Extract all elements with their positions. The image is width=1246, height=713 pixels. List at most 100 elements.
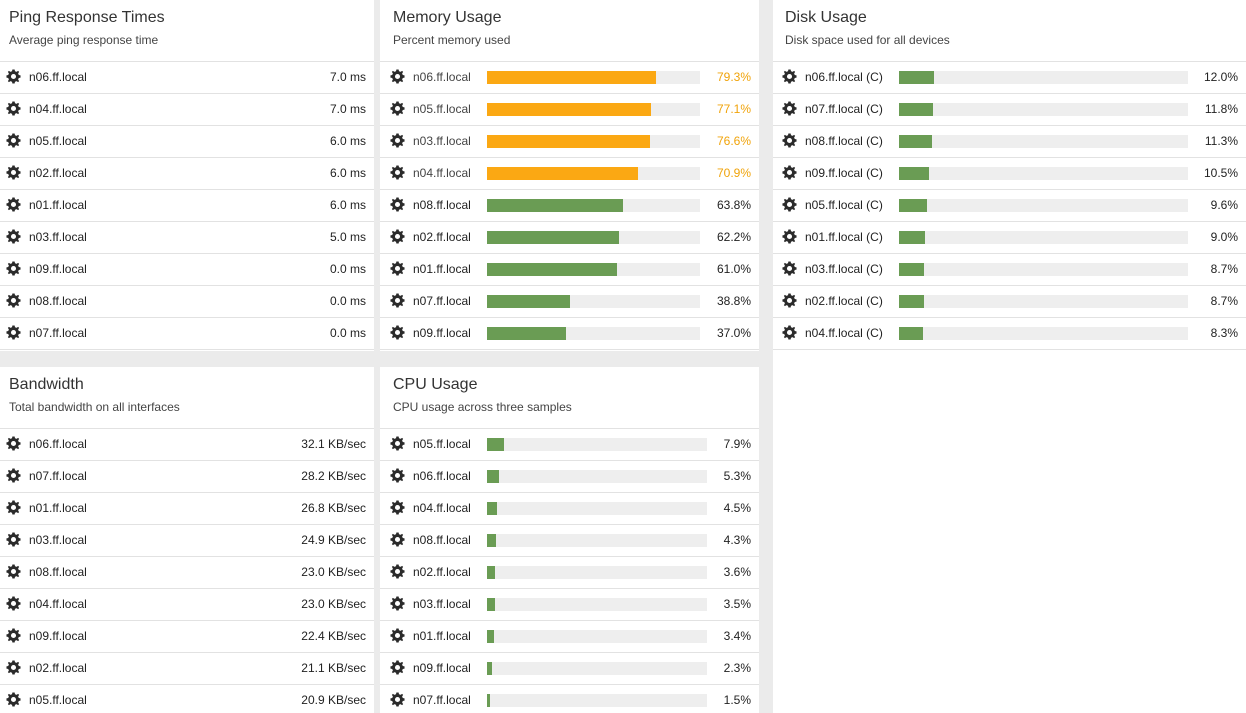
device-name[interactable]: n01.ff.local xyxy=(413,262,471,276)
device-name[interactable]: n06.ff.local xyxy=(29,70,87,84)
gear-icon[interactable] xyxy=(6,229,21,244)
gear-icon[interactable] xyxy=(390,532,405,547)
device-name[interactable]: n07.ff.local xyxy=(29,469,87,483)
gear-icon[interactable] xyxy=(390,229,405,244)
gear-icon[interactable] xyxy=(6,101,21,116)
list-item[interactable]: n03.ff.local 5.0 ms xyxy=(0,221,374,253)
gear-icon[interactable] xyxy=(6,500,21,515)
device-name[interactable]: n04.ff.local xyxy=(413,166,471,180)
gear-icon[interactable] xyxy=(390,660,405,675)
device-name[interactable]: n07.ff.local xyxy=(413,294,471,308)
device-name[interactable]: n06.ff.local xyxy=(413,70,471,84)
gear-icon[interactable] xyxy=(6,261,21,276)
device-name[interactable]: n05.ff.local xyxy=(29,134,87,148)
device-name[interactable]: n03.ff.local xyxy=(413,134,471,148)
gear-icon[interactable] xyxy=(6,133,21,148)
device-name[interactable]: n01.ff.local (C) xyxy=(805,230,883,244)
device-name[interactable]: n08.ff.local xyxy=(413,533,471,547)
device-name[interactable]: n04.ff.local (C) xyxy=(805,326,883,340)
list-item[interactable]: n03.ff.local (C) 8.7% xyxy=(773,253,1246,285)
list-item[interactable]: n02.ff.local (C) 8.7% xyxy=(773,285,1246,317)
list-item[interactable]: n09.ff.local 0.0 ms xyxy=(0,253,374,285)
device-name[interactable]: n01.ff.local xyxy=(29,501,87,515)
list-item[interactable]: n02.ff.local 3.6% xyxy=(380,556,759,588)
list-item[interactable]: n05.ff.local 7.9% xyxy=(380,428,759,460)
list-item[interactable]: n04.ff.local (C) 8.3% xyxy=(773,317,1246,350)
device-name[interactable]: n08.ff.local xyxy=(413,198,471,212)
gear-icon[interactable] xyxy=(6,692,21,707)
list-item[interactable]: n02.ff.local 6.0 ms xyxy=(0,157,374,189)
list-item[interactable]: n04.ff.local 4.5% xyxy=(380,492,759,524)
device-name[interactable]: n02.ff.local xyxy=(29,661,87,675)
gear-icon[interactable] xyxy=(782,133,797,148)
device-name[interactable]: n05.ff.local (C) xyxy=(805,198,883,212)
list-item[interactable]: n06.ff.local (C) 12.0% xyxy=(773,61,1246,93)
gear-icon[interactable] xyxy=(6,293,21,308)
device-name[interactable]: n03.ff.local xyxy=(29,230,87,244)
gear-icon[interactable] xyxy=(782,325,797,340)
list-item[interactable]: n08.ff.local 0.0 ms xyxy=(0,285,374,317)
list-item[interactable]: n05.ff.local 20.9 KB/sec xyxy=(0,684,374,713)
list-item[interactable]: n03.ff.local 76.6% xyxy=(380,125,759,157)
list-item[interactable]: n06.ff.local 7.0 ms xyxy=(0,61,374,93)
device-name[interactable]: n04.ff.local xyxy=(29,597,87,611)
gear-icon[interactable] xyxy=(390,293,405,308)
device-name[interactable]: n04.ff.local xyxy=(29,102,87,116)
gear-icon[interactable] xyxy=(390,564,405,579)
gear-icon[interactable] xyxy=(782,101,797,116)
list-item[interactable]: n01.ff.local 3.4% xyxy=(380,620,759,652)
gear-icon[interactable] xyxy=(6,660,21,675)
gear-icon[interactable] xyxy=(6,532,21,547)
list-item[interactable]: n04.ff.local 23.0 KB/sec xyxy=(0,588,374,620)
device-name[interactable]: n03.ff.local xyxy=(29,533,87,547)
gear-icon[interactable] xyxy=(390,325,405,340)
list-item[interactable]: n02.ff.local 62.2% xyxy=(380,221,759,253)
list-item[interactable]: n08.ff.local (C) 11.3% xyxy=(773,125,1246,157)
gear-icon[interactable] xyxy=(390,436,405,451)
list-item[interactable]: n01.ff.local 6.0 ms xyxy=(0,189,374,221)
device-name[interactable]: n09.ff.local xyxy=(413,326,471,340)
list-item[interactable]: n09.ff.local 2.3% xyxy=(380,652,759,684)
device-name[interactable]: n02.ff.local xyxy=(29,166,87,180)
list-item[interactable]: n07.ff.local 0.0 ms xyxy=(0,317,374,350)
gear-icon[interactable] xyxy=(6,468,21,483)
gear-icon[interactable] xyxy=(390,596,405,611)
device-name[interactable]: n03.ff.local (C) xyxy=(805,262,883,276)
list-item[interactable]: n06.ff.local 32.1 KB/sec xyxy=(0,428,374,460)
gear-icon[interactable] xyxy=(390,692,405,707)
device-name[interactable]: n07.ff.local xyxy=(29,326,87,340)
list-item[interactable]: n04.ff.local 7.0 ms xyxy=(0,93,374,125)
gear-icon[interactable] xyxy=(782,197,797,212)
list-item[interactable]: n08.ff.local 63.8% xyxy=(380,189,759,221)
device-name[interactable]: n01.ff.local xyxy=(29,198,87,212)
device-name[interactable]: n03.ff.local xyxy=(413,597,471,611)
gear-icon[interactable] xyxy=(782,261,797,276)
device-name[interactable]: n02.ff.local xyxy=(413,565,471,579)
gear-icon[interactable] xyxy=(6,436,21,451)
list-item[interactable]: n03.ff.local 3.5% xyxy=(380,588,759,620)
device-name[interactable]: n08.ff.local xyxy=(29,294,87,308)
gear-icon[interactable] xyxy=(390,500,405,515)
gear-icon[interactable] xyxy=(6,69,21,84)
list-item[interactable]: n01.ff.local 26.8 KB/sec xyxy=(0,492,374,524)
device-name[interactable]: n07.ff.local xyxy=(413,693,471,707)
gear-icon[interactable] xyxy=(390,69,405,84)
list-item[interactable]: n01.ff.local 61.0% xyxy=(380,253,759,285)
gear-icon[interactable] xyxy=(390,197,405,212)
list-item[interactable]: n09.ff.local (C) 10.5% xyxy=(773,157,1246,189)
gear-icon[interactable] xyxy=(390,165,405,180)
device-name[interactable]: n09.ff.local (C) xyxy=(805,166,883,180)
device-name[interactable]: n06.ff.local (C) xyxy=(805,70,883,84)
device-name[interactable]: n09.ff.local xyxy=(29,262,87,276)
gear-icon[interactable] xyxy=(782,165,797,180)
device-name[interactable]: n09.ff.local xyxy=(413,661,471,675)
gear-icon[interactable] xyxy=(390,261,405,276)
list-item[interactable]: n08.ff.local 4.3% xyxy=(380,524,759,556)
list-item[interactable]: n02.ff.local 21.1 KB/sec xyxy=(0,652,374,684)
list-item[interactable]: n07.ff.local 1.5% xyxy=(380,684,759,713)
list-item[interactable]: n06.ff.local 79.3% xyxy=(380,61,759,93)
gear-icon[interactable] xyxy=(6,165,21,180)
gear-icon[interactable] xyxy=(390,133,405,148)
device-name[interactable]: n04.ff.local xyxy=(413,501,471,515)
gear-icon[interactable] xyxy=(390,628,405,643)
